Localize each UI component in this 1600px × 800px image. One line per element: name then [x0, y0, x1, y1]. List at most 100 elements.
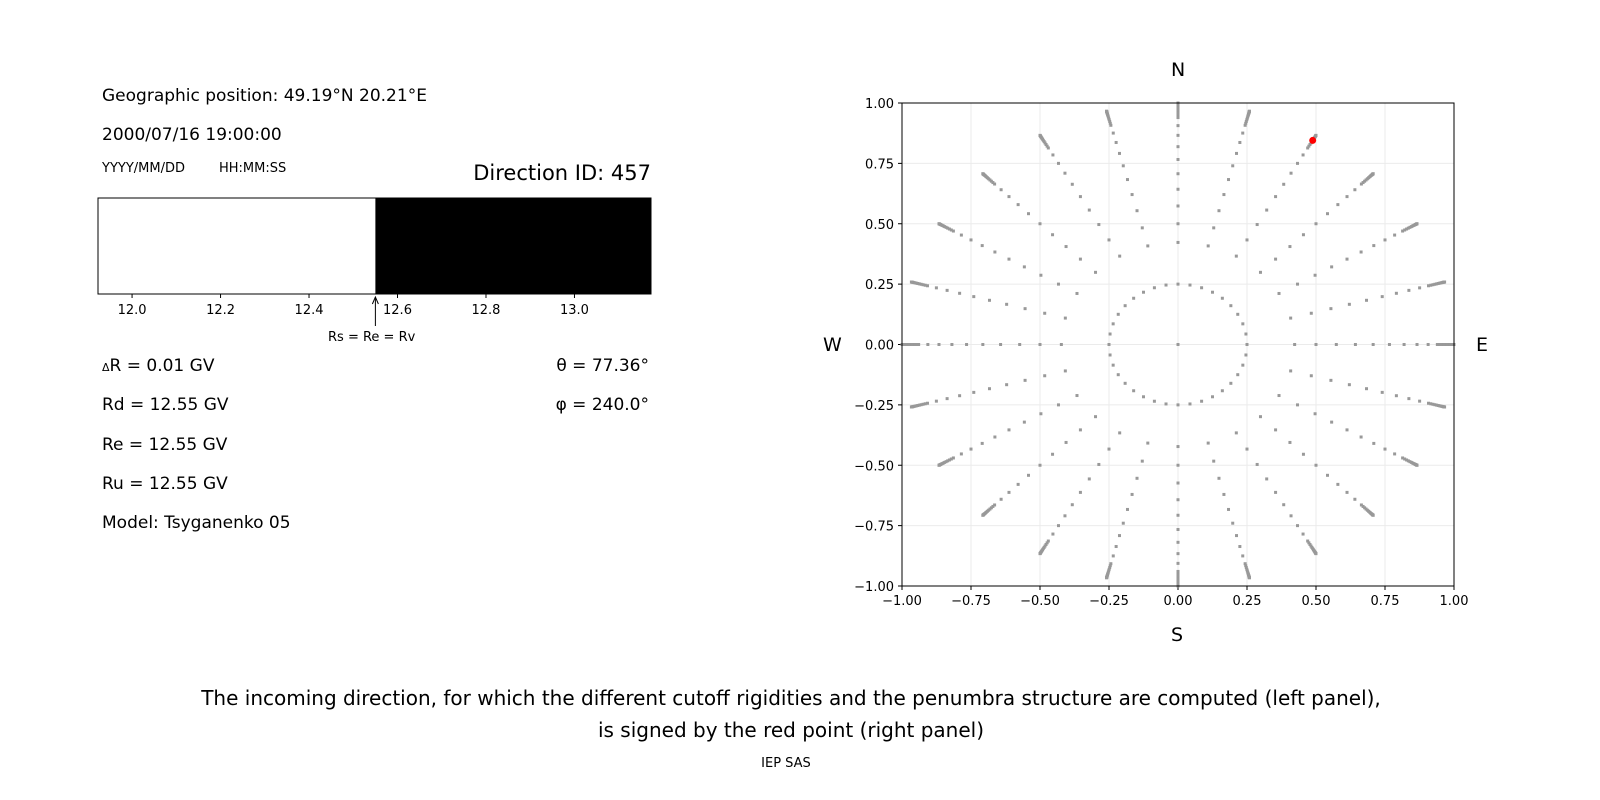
direction-point [1244, 353, 1248, 357]
direction-point [1258, 415, 1262, 419]
direction-point [1125, 507, 1129, 511]
direction-point [925, 401, 929, 405]
direction-point [1176, 540, 1180, 544]
direction-point [1372, 244, 1376, 248]
direction-point [1005, 302, 1009, 306]
direction-point [1094, 270, 1098, 274]
direction-point [1353, 188, 1357, 192]
direction-point [1406, 459, 1410, 463]
direction-point [1394, 291, 1398, 295]
direction-point [993, 250, 997, 254]
direction-point [1359, 250, 1363, 254]
delta-r: ΔR = 0.01 GV [102, 356, 215, 376]
direction-point [1387, 343, 1391, 346]
direction-point [1296, 524, 1300, 528]
direction-point [1289, 316, 1293, 320]
direction-point [1045, 144, 1049, 148]
direction-point [951, 229, 955, 233]
direction-point [1022, 265, 1026, 269]
direction-point [1211, 395, 1214, 399]
direction-point [1403, 457, 1407, 461]
direction-point [972, 390, 976, 394]
direction-point [1016, 482, 1020, 486]
direction-point [981, 343, 985, 346]
direction-point [917, 403, 921, 407]
direction-point [1107, 118, 1111, 122]
direction-point [1403, 228, 1407, 232]
direction-point [1227, 507, 1231, 511]
direction-point [1125, 178, 1129, 182]
direction-point [1336, 203, 1340, 207]
direction-point [1383, 238, 1387, 242]
direction-point [987, 387, 991, 391]
direction-point [949, 457, 953, 461]
direction-point [937, 463, 941, 467]
direction-point [981, 172, 985, 176]
direction-point [1038, 343, 1042, 346]
direction-point [1301, 153, 1305, 157]
direction-point [1023, 378, 1027, 382]
direction-point [1313, 273, 1317, 277]
direction-point [1401, 456, 1405, 460]
direction-point [1176, 187, 1180, 191]
y-tick-label: −0.25 [854, 399, 894, 414]
direction-point [1206, 244, 1210, 248]
direction-point [1235, 151, 1239, 155]
south-label: S [1171, 624, 1184, 646]
direction-point [1114, 545, 1118, 549]
direction-point [934, 286, 938, 290]
direction-point [1380, 390, 1384, 394]
direction-point [1314, 463, 1318, 467]
direction-point [1371, 343, 1375, 346]
direction-point [1176, 158, 1180, 162]
direction-point [1039, 412, 1043, 416]
direction-point [1176, 572, 1180, 576]
direction-point [923, 283, 927, 287]
direction-point [980, 244, 984, 248]
direction-point [1236, 312, 1240, 316]
direction-point [1051, 233, 1055, 237]
direction-point [1200, 286, 1204, 290]
direction-point [1245, 238, 1249, 242]
direction-point [1255, 462, 1259, 466]
direction-point [1307, 541, 1311, 545]
direction-point [1380, 295, 1384, 299]
direction-point [1426, 343, 1430, 346]
direction-point [1222, 492, 1226, 496]
direction-point [1309, 374, 1313, 378]
direction-point [972, 295, 976, 299]
y-tick-label: 0.25 [865, 278, 894, 293]
direction-point [1176, 343, 1180, 346]
direction-point [1116, 312, 1120, 316]
direction-point [1241, 322, 1245, 326]
direction-point [1056, 403, 1060, 407]
direction-point [1123, 304, 1127, 308]
direction-point [1301, 233, 1305, 237]
direction-point [999, 188, 1003, 192]
y-tick-label: −0.75 [854, 520, 894, 535]
direction-point [1152, 399, 1156, 403]
direction-point [1107, 238, 1111, 242]
direction-point [1063, 316, 1067, 320]
rd: Rd = 12.55 GV [102, 395, 229, 415]
direction-point [1045, 541, 1049, 545]
direction-point [1244, 119, 1248, 123]
direction-point [1176, 569, 1180, 573]
direction-point [1296, 282, 1300, 286]
direction-point [1444, 343, 1448, 346]
direction-point [1314, 222, 1318, 226]
direction-point [1433, 282, 1437, 286]
direction-point [1026, 473, 1030, 477]
direction-point [1212, 226, 1216, 230]
direction-point [1306, 146, 1310, 150]
direction-point [991, 181, 995, 185]
direction-point [1176, 498, 1180, 502]
direction-point [923, 402, 927, 406]
direction-point [1022, 420, 1026, 424]
direction-point [1429, 283, 1433, 287]
direction-point [980, 441, 984, 445]
direction-point [1118, 254, 1122, 258]
credit: IEP SAS [761, 756, 811, 771]
direction-point [1206, 441, 1210, 445]
direction-point [987, 298, 991, 302]
